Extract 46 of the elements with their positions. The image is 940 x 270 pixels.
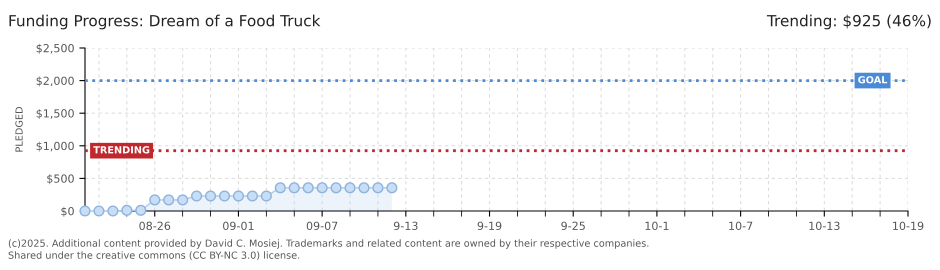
x-tick-label: 10-13 [809, 222, 840, 230]
x-tick-label: 9-13 [394, 222, 418, 230]
point [260, 190, 272, 202]
point [274, 182, 286, 194]
point [372, 182, 384, 194]
point [246, 190, 258, 202]
chart-subtitle: Trending: $925 (46%) [766, 14, 931, 30]
x-tick-label: 10-1 [646, 222, 668, 230]
point [107, 205, 118, 217]
point [218, 190, 230, 202]
y-tick-label: $1,500 [36, 108, 74, 120]
x-tick-label: 09-01 [223, 222, 254, 230]
y-tick-label: $2,500 [36, 44, 74, 54]
text: Shared under the creative commons (CC BY-NC 3.0) license. [8, 251, 300, 260]
text: (c)2025. Additional content provided by David C. Mosiej. Trademarks and related content are owned by their respective companies. [8, 239, 648, 249]
point [358, 182, 370, 194]
x-tick-label: 9-25 [561, 222, 585, 230]
point [121, 204, 132, 216]
point [79, 205, 91, 217]
point [288, 182, 300, 194]
point [344, 182, 356, 194]
ref-line-label: GOAL [858, 76, 888, 84]
y-tick-label: $2,000 [36, 76, 74, 86]
point [204, 190, 216, 202]
point [191, 190, 202, 202]
point [135, 204, 146, 216]
y-tick-label: $500 [47, 174, 74, 184]
point [93, 205, 105, 217]
x-tick-label: 10-7 [729, 222, 752, 230]
point [316, 182, 328, 194]
point [386, 182, 398, 194]
y-tick-label: $0 [61, 206, 74, 217]
x-tick-label: 10-19 [893, 222, 924, 230]
chart-title: Funding Progress: Dream of a Food Truck [10, 14, 320, 30]
x-tick-label: 08-26 [139, 222, 170, 230]
point [177, 194, 188, 206]
ref-line-label: TRENDING [93, 146, 150, 154]
point [302, 182, 314, 194]
y-axis-title: PLEDGED [15, 107, 23, 152]
x-tick-label: 09-07 [306, 222, 338, 230]
point [163, 194, 174, 206]
point [330, 182, 342, 194]
x-tick-label: 9-19 [478, 222, 502, 230]
point [232, 190, 244, 202]
point [149, 194, 160, 206]
y-tick-label: $1,000 [36, 142, 74, 152]
